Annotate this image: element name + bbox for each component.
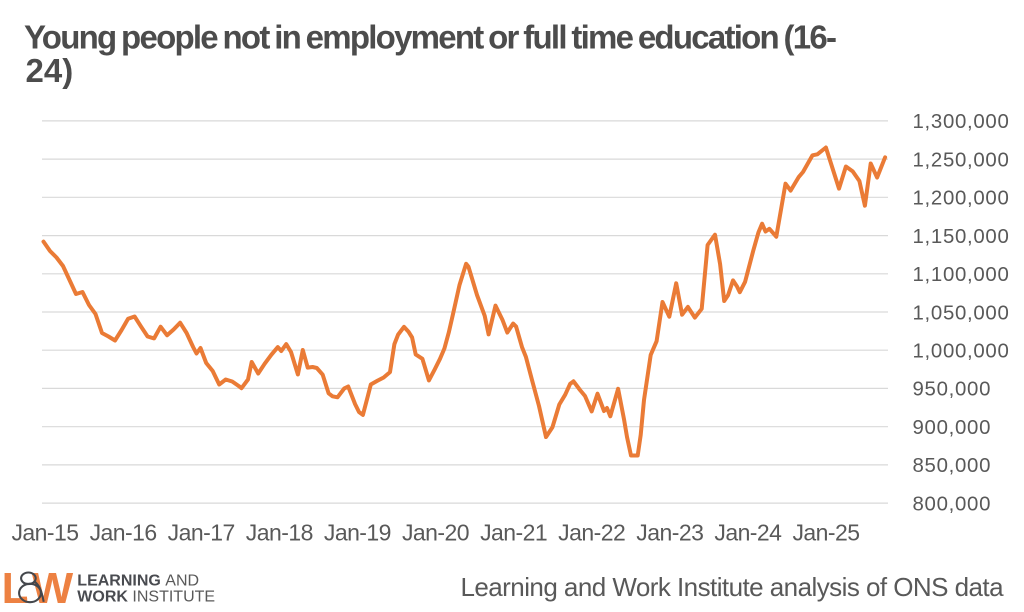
- svg-text:1,100,000: 1,100,000: [913, 264, 1010, 286]
- svg-text:Jan-16: Jan-16: [90, 520, 157, 546]
- svg-text:950,000: 950,000: [913, 379, 992, 401]
- svg-text:1,300,000: 1,300,000: [913, 111, 1010, 133]
- svg-text:24): 24): [26, 52, 74, 89]
- svg-text:Jan-20: Jan-20: [402, 520, 469, 546]
- svg-text:Jan-24: Jan-24: [714, 520, 782, 546]
- svg-text:900,000: 900,000: [913, 417, 992, 439]
- svg-text:1,000,000: 1,000,000: [913, 341, 1010, 363]
- svg-text:Jan-15: Jan-15: [11, 520, 78, 546]
- svg-text:Jan-17: Jan-17: [168, 520, 235, 546]
- svg-text:Jan-22: Jan-22: [558, 520, 625, 546]
- svg-text:1,050,000: 1,050,000: [913, 302, 1010, 324]
- svg-text:Jan-23: Jan-23: [636, 520, 703, 546]
- svg-text:Learning and Work Institute an: Learning and Work Institute analysis of …: [460, 572, 1004, 602]
- svg-text:Jan-21: Jan-21: [480, 520, 547, 546]
- svg-text:LEARNING AND: LEARNING AND: [77, 572, 199, 589]
- svg-text:Young people not in employment: Young people not in employment or full t…: [24, 18, 836, 55]
- svg-text:Jan-25: Jan-25: [792, 520, 859, 546]
- svg-text:Jan-19: Jan-19: [324, 520, 391, 546]
- svg-text:800,000: 800,000: [913, 493, 992, 515]
- svg-text:1,250,000: 1,250,000: [913, 149, 1010, 171]
- svg-text:850,000: 850,000: [913, 455, 992, 477]
- svg-text:1,150,000: 1,150,000: [913, 226, 1010, 248]
- svg-text:L: L: [2, 564, 29, 612]
- svg-text:WORK INSTITUTE: WORK INSTITUTE: [77, 588, 215, 605]
- svg-text:1,200,000: 1,200,000: [913, 188, 1010, 210]
- svg-text:Jan-18: Jan-18: [246, 520, 313, 546]
